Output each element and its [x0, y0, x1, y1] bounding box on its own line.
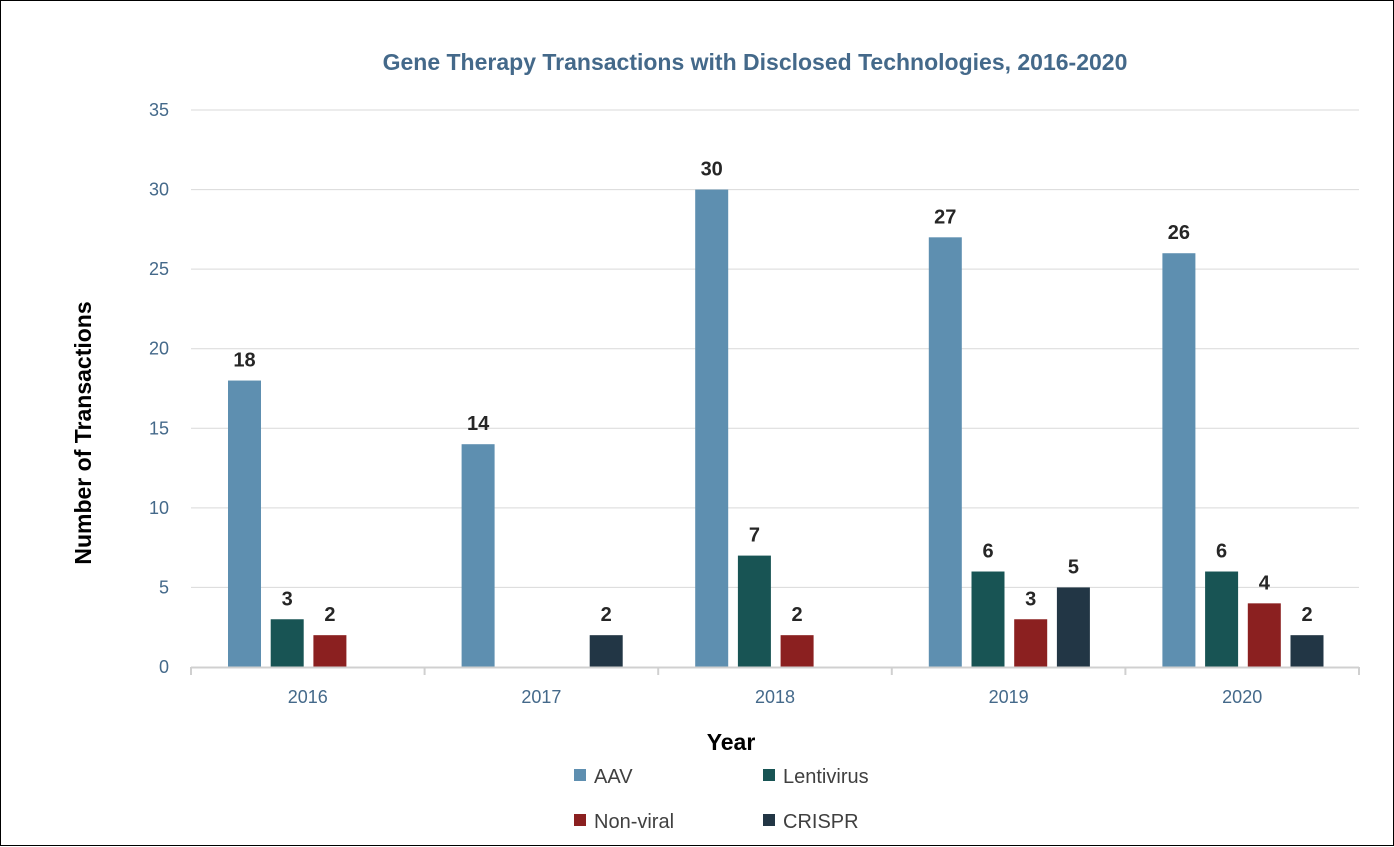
y-axis-title: Number of Transactions — [70, 301, 96, 564]
y-tick-label: 35 — [149, 100, 169, 120]
legend: AAV Lentivirus Non-viral CRISPR — [574, 766, 869, 833]
x-axis-title: Year — [707, 729, 756, 755]
data-label: 3 — [1025, 588, 1036, 610]
bar-aav — [928, 237, 962, 668]
bar-non-viral — [313, 635, 347, 667]
data-label: 7 — [749, 525, 760, 547]
bar-lentivirus — [737, 555, 771, 667]
bar-lentivirus — [270, 619, 304, 667]
data-label: 4 — [1259, 572, 1271, 594]
data-label: 14 — [467, 413, 490, 435]
legend-label: AAV — [594, 766, 633, 788]
chart-title: Gene Therapy Transactions with Disclosed… — [383, 49, 1128, 75]
bar-non-viral — [780, 635, 814, 667]
data-label: 26 — [1168, 222, 1190, 244]
data-label: 2 — [792, 604, 803, 626]
data-label: 27 — [934, 206, 956, 228]
x-tick-label: 2018 — [755, 687, 795, 707]
data-label: 6 — [1216, 541, 1227, 563]
bar-lentivirus — [971, 571, 1005, 667]
data-label: 18 — [233, 350, 255, 372]
x-tick-label: 2016 — [288, 687, 328, 707]
bar-aav — [1162, 253, 1196, 667]
data-label: 2 — [1301, 604, 1312, 626]
data-label: 5 — [1068, 556, 1079, 578]
y-tick-label: 25 — [149, 259, 169, 279]
bar-aav — [228, 380, 261, 667]
x-tick-label: 2020 — [1222, 687, 1262, 707]
legend-swatch — [763, 769, 775, 781]
bar-aav — [695, 189, 729, 668]
bar-aav — [461, 444, 495, 667]
y-tick-label: 15 — [149, 418, 169, 438]
legend-label: CRISPR — [783, 811, 859, 833]
bar-crispr — [589, 635, 623, 667]
data-label: 6 — [982, 541, 993, 563]
bar-lentivirus — [1205, 571, 1239, 667]
x-tick-label: 2017 — [521, 687, 561, 707]
y-tick-label: 0 — [159, 657, 169, 677]
bar-non-viral — [1247, 603, 1281, 667]
legend-label: Lentivirus — [783, 766, 869, 788]
bar-crispr — [1290, 635, 1324, 667]
x-tick-label: 2019 — [989, 687, 1029, 707]
y-tick-label: 20 — [149, 339, 169, 359]
legend-label: Non-viral — [594, 811, 674, 833]
bar-non-viral — [1014, 619, 1048, 667]
legend-swatch — [763, 814, 775, 826]
y-tick-label: 30 — [149, 180, 169, 200]
data-label: 2 — [601, 604, 612, 626]
legend-swatch — [574, 769, 586, 781]
y-tick-label: 5 — [159, 577, 169, 597]
data-label: 3 — [282, 588, 293, 610]
legend-swatch — [574, 814, 586, 826]
bar-crispr — [1056, 587, 1090, 667]
data-label: 2 — [324, 604, 335, 626]
data-label: 30 — [701, 159, 723, 181]
y-tick-label: 10 — [149, 498, 169, 518]
